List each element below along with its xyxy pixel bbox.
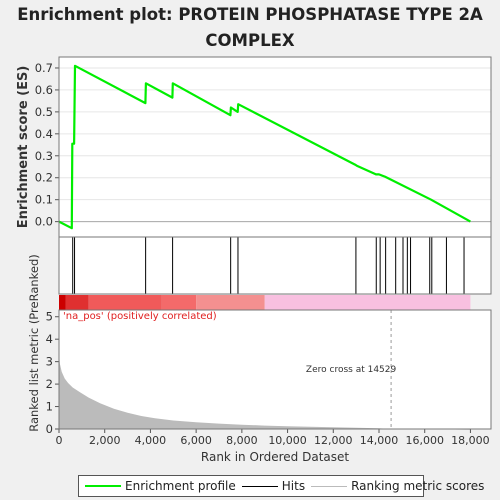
es-panel: [55, 56, 492, 238]
es-ytick-label: 0.1: [35, 193, 53, 207]
metric-ylabel: Ranked list metric (PreRanked): [27, 254, 41, 432]
es-ytick-label: 0.2: [35, 171, 53, 185]
legend-item-es: Enrichment profile: [85, 479, 236, 493]
metric-ytick-label: 4: [46, 332, 53, 346]
metric-xtick-label: 0: [56, 434, 63, 447]
legend-metric-label: Ranking metric scores: [351, 479, 485, 493]
es-ytick-label: 0.4: [35, 127, 53, 141]
colorbar-segment: [88, 295, 162, 310]
colorbar-segment: [264, 295, 471, 310]
legend-item-hits: Hits: [241, 479, 306, 493]
legend: Enrichment profile Hits Ranking metric s…: [78, 475, 484, 497]
es-line: [58, 64, 471, 230]
pos-correlated-label: 'na_pos' (positively correlated): [63, 311, 217, 322]
metric-xtick-label: 4,000: [135, 434, 167, 447]
es-ytick-label: 0.0: [35, 215, 53, 229]
colorbar-segment: [59, 295, 66, 310]
metric-xtick-label: 14,000: [360, 434, 399, 447]
metric-xtick-label: 16,000: [405, 434, 444, 447]
metric-xtick-label: 12,000: [314, 434, 353, 447]
metric-xtick-label: 6,000: [180, 434, 212, 447]
legend-es-label: Enrichment profile: [125, 479, 236, 493]
metric-ytick-label: 1: [46, 400, 53, 414]
metric-area: [59, 353, 471, 430]
metric-xtick-label: 10,000: [268, 434, 307, 447]
legend-hits-label: Hits: [281, 479, 306, 493]
chart-title: Enrichment plot: PROTEIN PHOSPHATASE TYP…: [0, 2, 500, 54]
legend-hits-swatch: [241, 485, 278, 487]
es-ytick-label: 0.5: [35, 105, 53, 119]
rank-colorbar: [59, 295, 471, 310]
es-ytick-label: 0.7: [35, 61, 53, 75]
hits-frame: [58, 236, 492, 295]
hits-panel: [58, 236, 492, 295]
es-ytick-label: 0.3: [35, 149, 53, 163]
metric-ytick-label: 2: [46, 377, 53, 391]
legend-item-metric: Ranking metric scores: [311, 479, 484, 493]
metric-ytick-label: 0: [46, 422, 53, 436]
legend-metric-swatch: [311, 485, 348, 487]
colorbar-segment: [196, 295, 265, 310]
metric-ytick-label: 5: [46, 310, 53, 324]
metric-xtick-label: 8,000: [226, 434, 258, 447]
es-ytick-label: 0.6: [35, 83, 53, 97]
metric-panel: [55, 309, 492, 433]
metric-xtick-label: 2,000: [89, 434, 121, 447]
colorbar-segment: [161, 295, 197, 310]
metric-frame: [58, 309, 492, 430]
metric-xtick-label: 18,000: [451, 434, 490, 447]
chart-title-line-1: Enrichment plot: PROTEIN PHOSPHATASE TYP…: [17, 5, 483, 24]
metric-xlabel: Rank in Ordered Dataset: [201, 450, 349, 464]
legend-es-swatch: [85, 485, 121, 487]
hits-area: [59, 237, 491, 294]
chart-title-line-2: COMPLEX: [205, 31, 295, 50]
es-plot-area: [59, 57, 491, 237]
metric-plot-area: [59, 310, 491, 429]
colorbar-segment: [65, 295, 89, 310]
axis-text: 0.0 0.1 0.2 0.3 0.4 0.5 0.6 0.7 Enrichment score…: [16, 61, 490, 464]
zero-cross-label: Zero cross at 14529: [306, 365, 397, 375]
es-ylabel: Enrichment score (ES): [16, 66, 31, 229]
metric-ytick-label: 3: [46, 355, 53, 369]
